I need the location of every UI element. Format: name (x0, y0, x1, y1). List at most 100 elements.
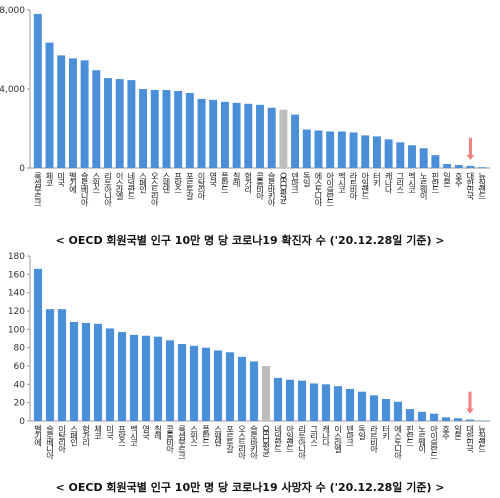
chart2-category-label: 이스라엘 (333, 424, 343, 453)
chart2-bar (477, 420, 487, 422)
chart2-bar (177, 344, 187, 421)
chart1-bar (361, 135, 370, 168)
chart1-bar (466, 165, 475, 168)
chart2-category-label: 헝가리 (81, 425, 91, 447)
chart2-category-label: 슬로바키아 (249, 425, 259, 461)
chart1-category-label: 호주 (454, 172, 464, 188)
chart1-bar (68, 58, 77, 169)
chart1-category-label: 리투아니아 (103, 172, 113, 208)
chart2-category-label: 아일랜드 (285, 424, 295, 452)
chart2-category-label: 리투아니아 (297, 425, 307, 461)
chart1-category-label: 일본 (442, 172, 452, 187)
chart2-bar (381, 399, 391, 421)
chart1-category-label: 벨기에 (68, 171, 78, 194)
chart1-bar (337, 131, 346, 168)
chart2-category-label: 오스트리아 (237, 425, 247, 461)
chart2-bar (141, 335, 151, 421)
chart2-category-label: 라트비아 (369, 425, 379, 454)
chart1-category-label: 멕시코 (337, 171, 347, 192)
chart2-bar (213, 350, 223, 421)
chart1-y-tick-label: 8,000 (0, 6, 25, 16)
chart1-category-label: 스웨덴 (161, 172, 171, 193)
chart2-category-label: 체코 (93, 424, 103, 439)
chart1-category-label: 영국 (208, 171, 218, 188)
chart1-bar (45, 42, 54, 168)
chart2-y-tick-label: 40 (14, 380, 26, 390)
chart1-category-label: 콜롬비아 (255, 172, 265, 201)
chart1-bar (104, 78, 112, 168)
chart1-bar (139, 89, 148, 168)
chart1-category-label: 터키 (372, 172, 382, 188)
chart2-y-tick-label: 20 (14, 399, 26, 409)
chart2-category-label: 호주 (441, 425, 451, 441)
chart1-category-label: 포르투갈 (185, 172, 195, 200)
chart2-category-label: 벨기에 (33, 424, 43, 447)
chart1-bar (279, 109, 288, 168)
chart2-category-label: 일본 (453, 425, 463, 440)
chart1-bar (33, 13, 42, 169)
chart2-bar (417, 411, 427, 421)
chart2-y-tick-label: 80 (14, 344, 26, 354)
chart2-bar (81, 322, 91, 421)
chart1-category-label: 슬로바키아 (267, 172, 277, 208)
chart2-category-label: 핀란드 (405, 425, 415, 445)
chart2-category-label: 스위스 (189, 425, 199, 445)
chart1-bar (478, 167, 487, 168)
chart1-bar (443, 164, 452, 168)
chart2-bar (369, 395, 379, 421)
chart2-bar (453, 418, 463, 421)
chart1-y-tick-label: 4,000 (0, 85, 25, 95)
chart2-bar (105, 328, 115, 421)
chart1-category-label: 슬로베니아 (80, 172, 90, 208)
chart2-bar (93, 323, 103, 421)
chart2-category-label: 그리스 (309, 425, 319, 445)
chart1-bar (174, 90, 183, 168)
chart2-category-label: 터키 (381, 425, 391, 441)
chart2-category-label: 영국 (141, 424, 151, 441)
chart2-bar (309, 383, 319, 421)
chart1-arrow-head (466, 154, 475, 160)
chart1-category-label: 폴란드 (220, 172, 230, 192)
chart2-y-tick-label: 0 (19, 417, 25, 427)
chart2-category-label: 대한민국 (465, 425, 475, 454)
chart1-category-label: 뉴질랜드 (477, 172, 487, 199)
chart2-bar (201, 347, 211, 421)
chart1-category-label: OECD평균 (278, 172, 288, 204)
chart2-bar (273, 377, 283, 421)
chart2-category-label: 캐나다 (321, 425, 331, 447)
chart1-category-label: 멕시코 (407, 171, 417, 192)
chart1-bar (314, 130, 323, 168)
chart1-category-label: 룩셈부르크 (33, 172, 43, 206)
chart2-bar (69, 322, 79, 421)
chart1-bar (220, 101, 229, 168)
chart1-category-label: 아일랜드 (360, 171, 370, 199)
chart2-y-tick-label: 160 (8, 270, 25, 280)
chart2-bar (429, 413, 439, 421)
chart1-category-label: 독일 (302, 172, 312, 187)
chart1-bar (162, 89, 171, 168)
chart2-category-label: 폴란드 (201, 425, 211, 445)
chart1-bar (150, 89, 159, 168)
chart1-category-label: 체코 (45, 171, 55, 186)
chart2-category-label: 독일 (357, 425, 367, 440)
chart1-bar (326, 131, 335, 168)
chart2-bar (333, 386, 343, 421)
chart2-bar (153, 336, 163, 421)
chart1-bar (384, 139, 393, 168)
chart1-bar (419, 148, 428, 168)
chart1-bar (115, 79, 124, 168)
chart1-bar (197, 98, 206, 168)
chart1-category-label: 이탈리아 (197, 171, 207, 201)
chart1-bar (302, 129, 311, 168)
chart2-y-tick-label: 100 (8, 325, 25, 335)
chart2-category-label: 스웨덴 (213, 425, 223, 446)
chart1-category-label: 캐나다 (384, 172, 394, 194)
chart1-bar (244, 103, 253, 168)
chart1-bar (291, 114, 300, 168)
chart2-category-label: 이탈리아 (57, 424, 67, 454)
chart1-bar (256, 104, 264, 168)
chart1-category-label: 스페인 (138, 172, 148, 193)
chart2-bar (165, 340, 175, 421)
chart2-bar (441, 417, 451, 421)
